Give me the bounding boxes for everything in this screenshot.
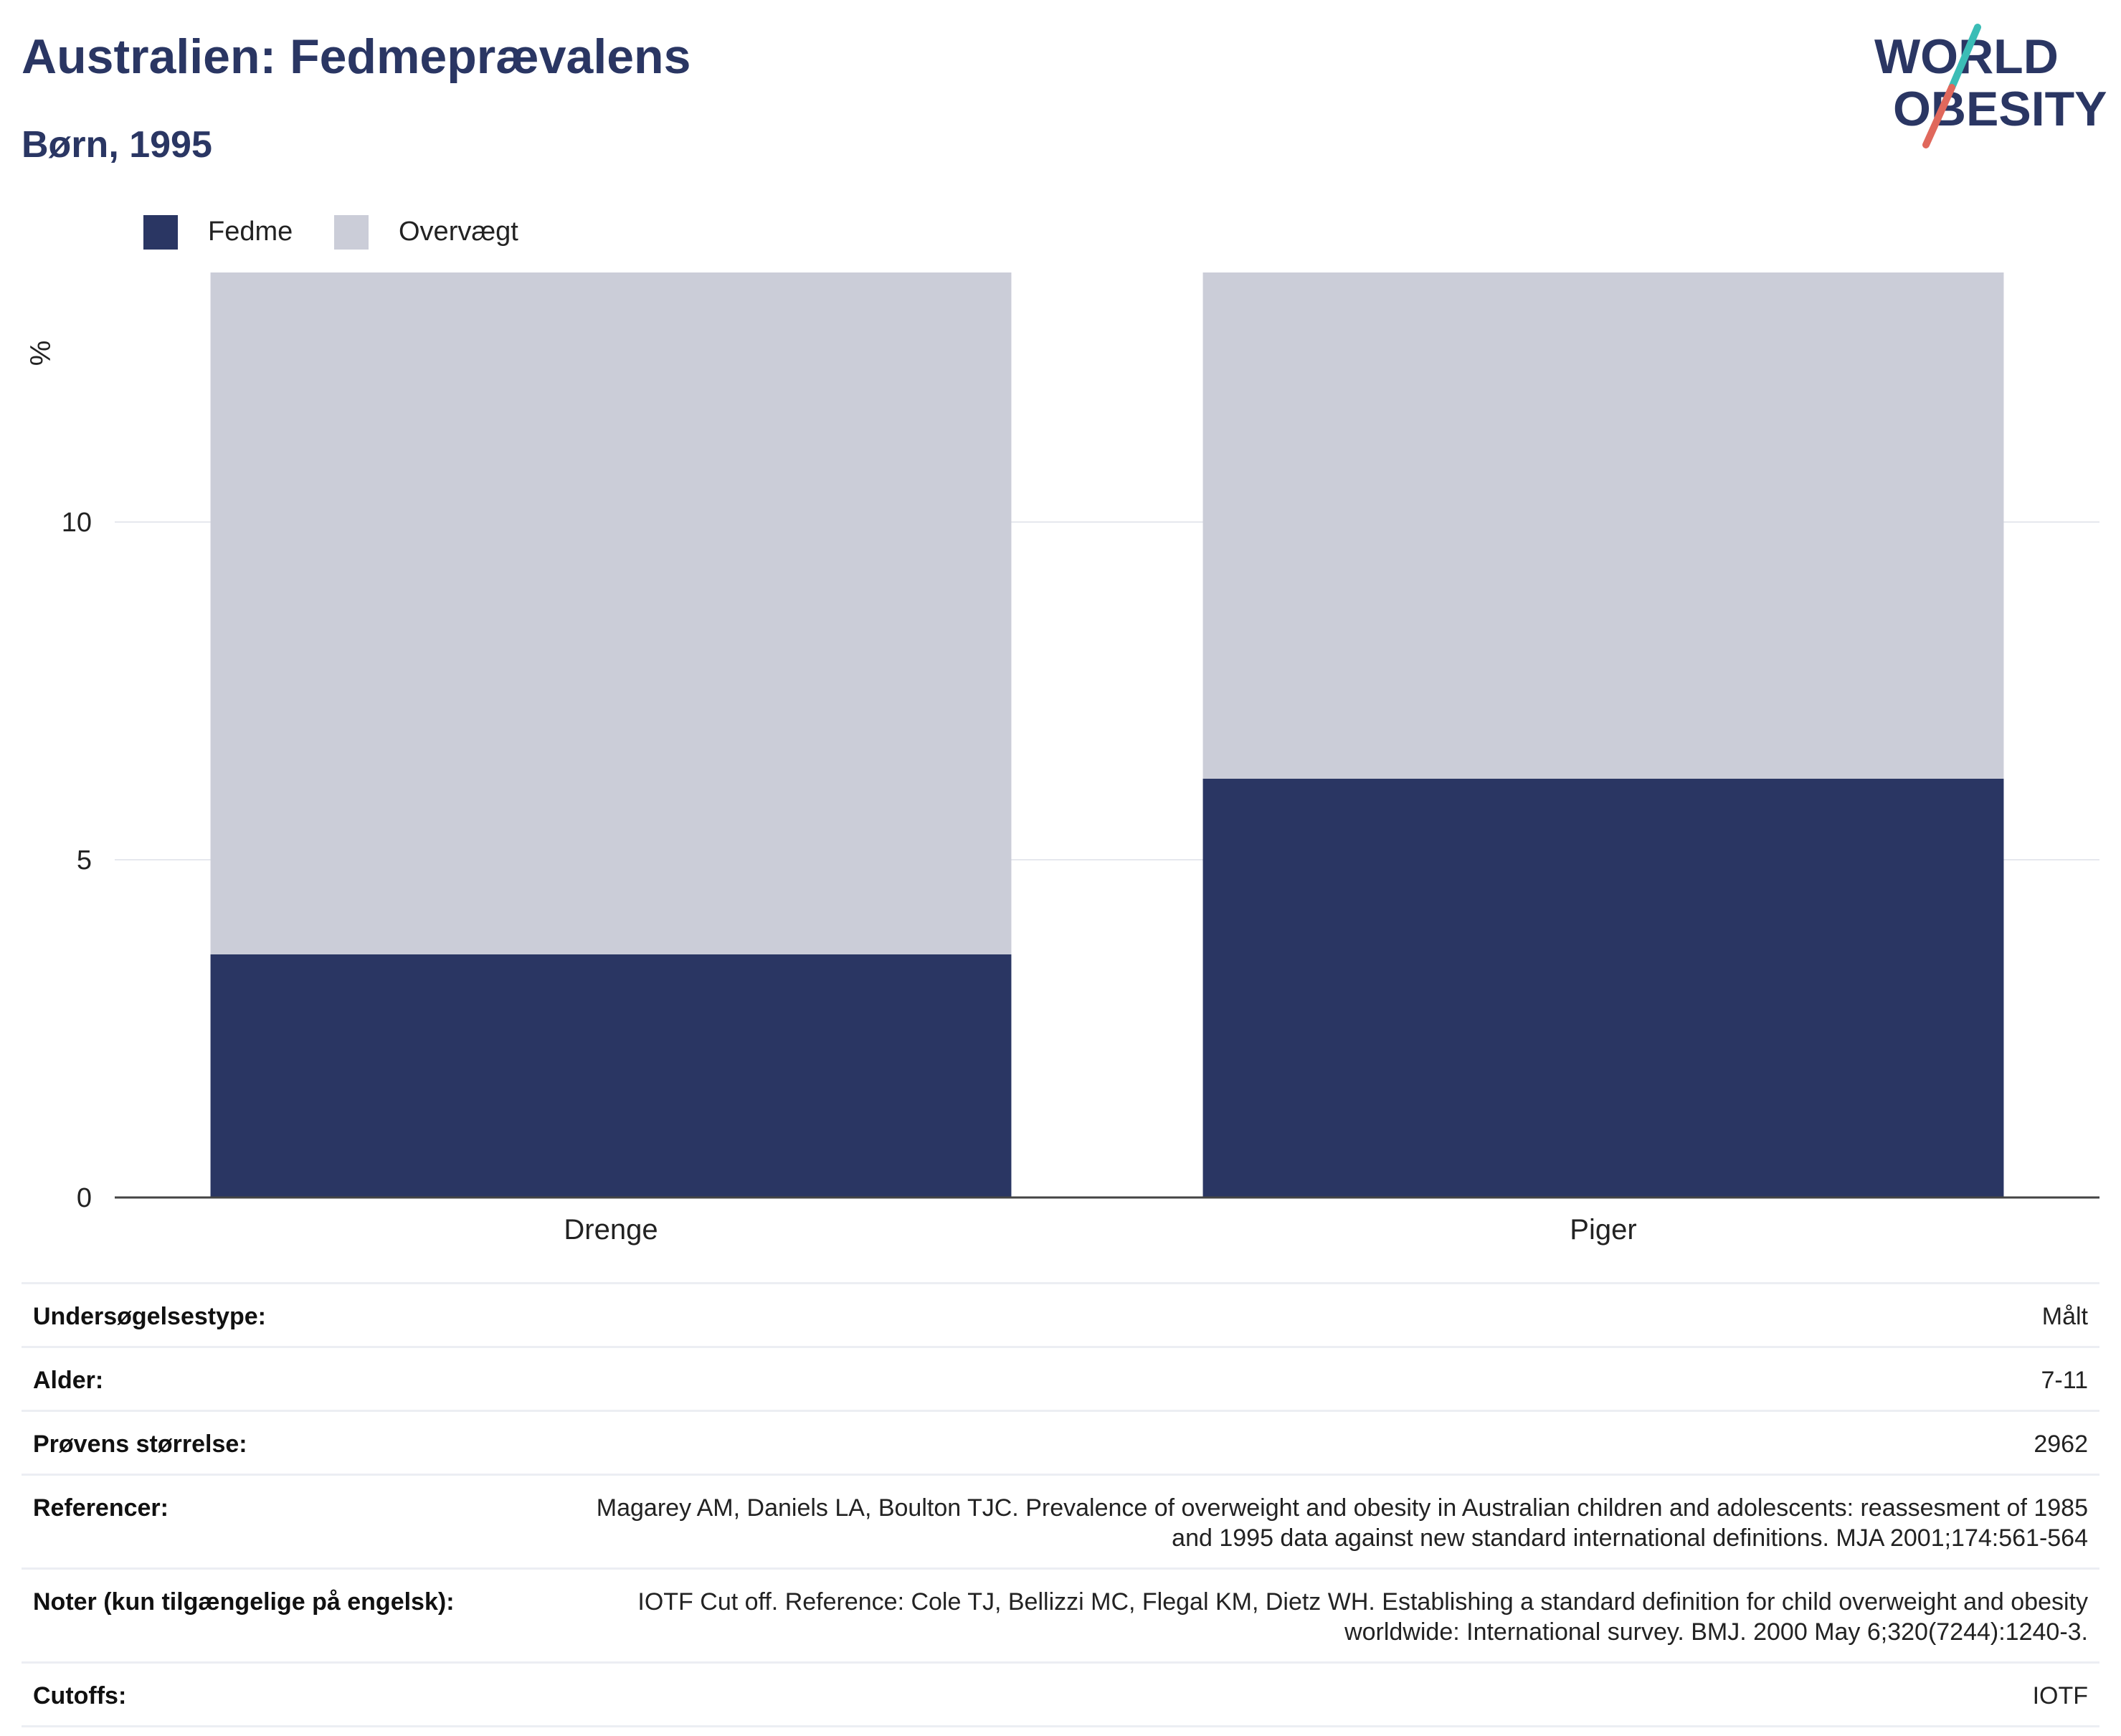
world-obesity-logo: WORLD OBESITY (1874, 24, 2107, 148)
legend-swatch-overvaegt (334, 215, 369, 250)
info-table: Undersøgelsestype: Målt Alder: 7-11 Prøvens … (22, 1282, 2099, 1727)
info-key: Cutoffs: (33, 1682, 127, 1709)
info-row: Undersøgelsestype: Målt (22, 1282, 2099, 1346)
logo-text-obesity: OBESITY (1893, 82, 2107, 136)
logo-slash-top (1948, 24, 1981, 91)
logo-slash-bottom (1922, 84, 1955, 148)
info-row: Referencer: Magarey AM, Daniels LA, Boult… (22, 1474, 2099, 1567)
info-key: Alder: (33, 1367, 104, 1394)
page-subtitle: Børn, 1995 (22, 124, 212, 166)
info-value: IOTF (2032, 1682, 2088, 1709)
legend-swatch-fedme (143, 215, 178, 250)
bar-piger-overvaegt (1202, 272, 2004, 779)
bar-piger-fedme (1202, 778, 2004, 1197)
info-value: Målt (2041, 1303, 2088, 1330)
page-title: Australien: Fedmeprævalens (22, 29, 691, 84)
info-key: Referencer: (33, 1494, 169, 1522)
info-value: IOTF Cut off. Reference: Cole TJ, Belliz… (637, 1588, 2088, 1646)
info-row: Noter (kun tilgængelige på engelsk): IOTF… (22, 1567, 2099, 1661)
y-tick-label: 5 (77, 845, 92, 876)
bar-drenge-fedme (210, 954, 1012, 1197)
x-tick-label: Drenge (564, 1214, 658, 1246)
info-value: 2962 (2034, 1431, 2088, 1458)
legend-label-fedme: Fedme (208, 217, 293, 247)
info-key: Undersøgelsestype: (33, 1303, 266, 1330)
bar-drenge-overvaegt (210, 272, 1012, 954)
y-tick-label: 0 (77, 1183, 92, 1213)
legend-label-overvaegt: Overvægt (399, 217, 518, 247)
info-row: Cutoffs: IOTF (22, 1661, 2099, 1727)
info-row: Alder: 7-11 (22, 1346, 2099, 1410)
x-tick-label: Piger (1570, 1214, 1636, 1246)
info-key: Prøvens størrelse: (33, 1431, 247, 1458)
info-value: Magarey AM, Daniels LA, Boulton TJC. Pre… (596, 1494, 2088, 1552)
y-tick-label: 10 (62, 508, 92, 538)
y-axis-label: % (25, 341, 57, 366)
info-row: Prøvens størrelse: 2962 (22, 1410, 2099, 1474)
info-value: 7-11 (2041, 1367, 2088, 1394)
info-key: Noter (kun tilgængelige på engelsk): (33, 1588, 455, 1616)
